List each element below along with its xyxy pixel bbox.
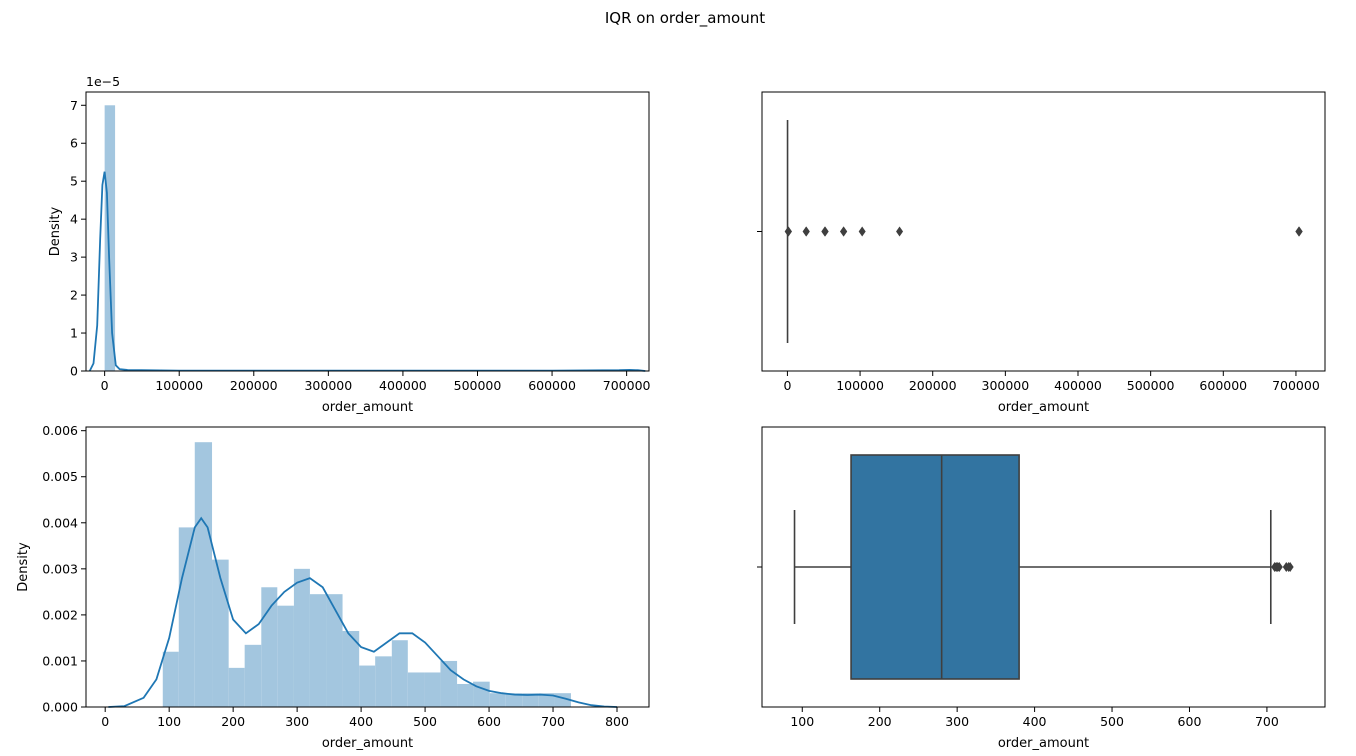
outlier-point [840,226,848,237]
iqr-box [850,454,1020,680]
y-tick-label: 0 [70,364,78,379]
outlier-point [821,226,829,237]
y-tick-label: 4 [70,212,78,227]
x-tick-label: 800 [605,714,629,729]
x-tick-label: 600000 [1199,378,1247,393]
axes-frame [85,426,650,708]
histogram-bar [162,651,179,707]
x-tick-label: 200 [221,714,245,729]
histogram-bar [457,683,474,707]
histogram-bar [293,568,310,707]
x-axis-label: order_amount [322,736,413,751]
histogram-bar [244,644,262,707]
x-tick-label: 600 [1178,714,1202,729]
y-tick-label: 2 [70,288,78,303]
y-tick-label: 7 [70,98,78,113]
x-tick-label: 400000 [379,378,427,393]
x-tick-label: 700 [1255,714,1279,729]
y-tick-label: 6 [70,136,78,151]
y-axis-label: Density [48,206,63,256]
y-tick-label: 0.004 [42,515,78,530]
y-offset-text: 1e−5 [86,74,120,89]
axes-frame [85,91,650,372]
histogram-bar [342,631,360,707]
x-tick-label: 200000 [230,378,278,393]
y-tick-label: 3 [70,250,78,265]
outlier-point [802,226,810,237]
figure-title: IQR on order_amount [605,9,765,28]
x-tick-label: 700 [541,714,565,729]
y-axis-label: Density [16,542,31,592]
y-tick-label: 0.001 [42,653,78,668]
histogram-bar [424,672,441,707]
x-tick-label: 500000 [1127,378,1175,393]
x-axis-label: order_amount [998,400,1089,415]
histogram-bar [104,105,116,372]
x-axis-label: order_amount [322,400,413,415]
outlier-point [858,226,866,237]
x-tick-label: 0 [783,378,791,393]
x-tick-label: 400 [1023,714,1047,729]
y-tick-label: 0.002 [42,607,78,622]
top-left-histogram-panel: 0 100000 200000 300000 400000 500000 600000 700… [48,74,651,415]
outlier-point [896,226,904,237]
x-tick-label: 300000 [982,378,1030,393]
y-tick-label: 0.003 [42,561,78,576]
bottom-right-boxplot-panel: 100 200 300 400 500 600 700 order_amount [757,426,1326,751]
x-tick-label: 600 [477,714,501,729]
histogram-bar [212,559,229,707]
histogram-bar [178,527,195,707]
top-right-boxplot-panel: 0 100000 200000 300000 400000 500000 600000 700… [757,91,1326,415]
histogram-bar [522,693,539,707]
histogram-bar [407,672,425,707]
x-tick-label: 200000 [909,378,957,393]
histogram-bar [391,640,408,707]
histogram-bar [261,587,278,707]
x-tick-label: 0 [101,378,109,393]
histogram-bar [473,681,490,707]
x-tick-label: 100000 [155,378,203,393]
histogram-bar [326,594,343,707]
outlier-point [785,226,793,237]
y-tick-label: 1 [70,326,78,341]
x-tick-label: 100 [790,714,814,729]
x-tick-label: 0 [101,714,109,729]
histogram-bar [538,693,555,707]
histogram-bar [194,442,213,707]
x-tick-label: 500 [413,714,437,729]
y-tick-label: 0.000 [42,700,78,715]
x-tick-label: 400 [349,714,373,729]
x-tick-label: 200 [868,714,892,729]
x-tick-label: 700000 [1272,378,1320,393]
bottom-left-histogram-panel: 0 100 200 300 400 500 600 700 800 0.000 0.001 0.002… [16,423,650,751]
x-tick-label: 100000 [836,378,884,393]
y-tick-label: 5 [70,174,78,189]
histogram-bar [309,594,327,707]
x-tick-label: 400000 [1054,378,1102,393]
kde-line [88,171,646,372]
x-tick-label: 600000 [528,378,576,393]
histogram-bar [489,693,506,707]
histogram-bar [277,605,294,707]
y-tick-label: 0.006 [42,423,78,438]
outlier-point [1275,562,1283,572]
histogram-bar [505,693,523,707]
histogram-bar [228,667,245,707]
outlier-point [1286,562,1294,572]
histogram-bar [359,665,376,707]
x-tick-label: 300000 [304,378,352,393]
x-tick-label: 300 [945,714,969,729]
x-tick-label: 300 [285,714,309,729]
x-tick-label: 500 [1100,714,1124,729]
kde-line [108,516,618,708]
y-tick-label: 0.005 [42,469,78,484]
outlier-point [1295,226,1303,237]
x-tick-label: 500000 [454,378,502,393]
histogram-bar [375,656,392,707]
x-tick-label: 700000 [603,378,651,393]
x-axis-label: order_amount [998,736,1089,751]
x-tick-label: 100 [157,714,181,729]
